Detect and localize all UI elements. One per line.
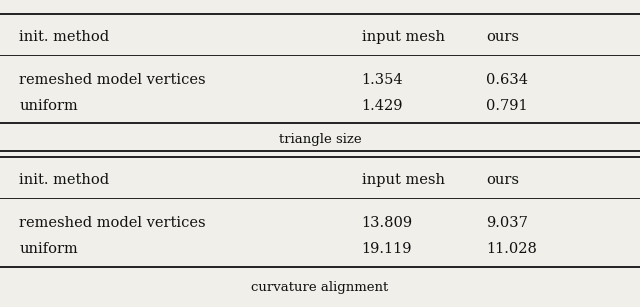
Text: 0.791: 0.791: [486, 99, 528, 113]
Text: input mesh: input mesh: [362, 173, 445, 187]
Text: 1.354: 1.354: [362, 73, 403, 87]
Text: 11.028: 11.028: [486, 242, 537, 256]
Text: 13.809: 13.809: [362, 216, 413, 230]
Text: remeshed model vertices: remeshed model vertices: [19, 73, 206, 87]
Text: ours: ours: [486, 173, 520, 187]
Text: 9.037: 9.037: [486, 216, 528, 230]
Text: remeshed model vertices: remeshed model vertices: [19, 216, 206, 230]
Text: ours: ours: [486, 30, 520, 44]
Text: 1.429: 1.429: [362, 99, 403, 113]
Text: 0.634: 0.634: [486, 73, 529, 87]
Text: uniform: uniform: [19, 99, 78, 113]
Text: init. method: init. method: [19, 173, 109, 187]
Text: uniform: uniform: [19, 242, 78, 256]
Text: triangle size: triangle size: [278, 133, 362, 146]
Text: input mesh: input mesh: [362, 30, 445, 44]
Text: 19.119: 19.119: [362, 242, 412, 256]
Text: curvature alignment: curvature alignment: [252, 281, 388, 293]
Text: init. method: init. method: [19, 30, 109, 44]
